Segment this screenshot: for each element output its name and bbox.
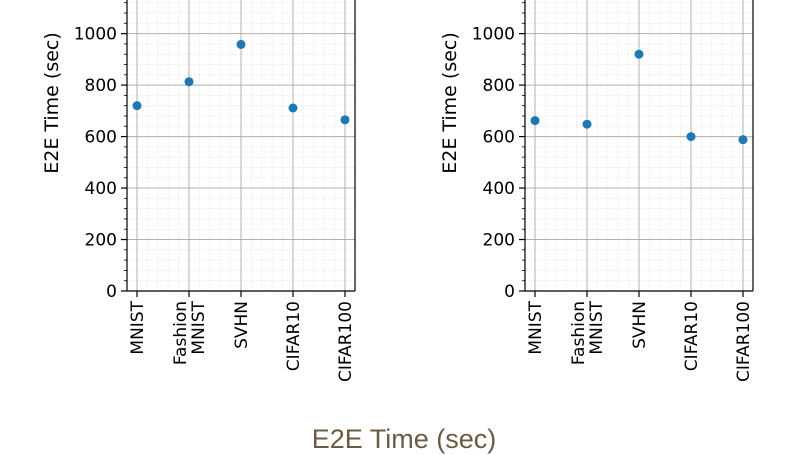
data-point xyxy=(288,103,298,113)
data-point xyxy=(184,77,194,87)
y-tick-label: 400 xyxy=(483,179,515,199)
x-tick-label-line: MNIST xyxy=(526,300,546,354)
x-tick-label-line: MNIST xyxy=(587,300,607,354)
x-tick-label: FashionMNIST xyxy=(171,300,209,365)
x-tick-label: MNIST xyxy=(128,300,148,354)
x-tick-label: CIFAR10 xyxy=(682,301,702,371)
y-tick-label: 0 xyxy=(504,282,515,302)
x-tick-label-line: MNIST xyxy=(128,300,148,354)
data-point xyxy=(582,119,592,129)
x-tick-label-line: CIFAR100 xyxy=(336,301,356,382)
x-tick-label: SVHN xyxy=(630,301,650,349)
y-axis-label: E2E Time (sec) xyxy=(41,32,63,174)
x-tick-label: CIFAR10 xyxy=(284,301,304,371)
x-tick-label-line: SVHN xyxy=(232,301,252,349)
y-tick-label: 200 xyxy=(85,231,117,251)
figure-caption: E2E Time (sec) xyxy=(311,424,497,454)
y-tick-label: 800 xyxy=(483,76,515,96)
y-tick-label: 600 xyxy=(85,128,117,148)
data-point xyxy=(738,135,748,145)
x-tick-label: CIFAR100 xyxy=(336,301,356,382)
x-tick-label: MNIST xyxy=(526,300,546,354)
y-tick-label: 400 xyxy=(85,179,117,199)
y-tick-label: 600 xyxy=(483,128,515,148)
y-tick-label: 0 xyxy=(106,282,117,302)
data-point xyxy=(634,49,644,59)
y-tick-label: 200 xyxy=(483,231,515,251)
data-point xyxy=(530,116,540,126)
x-tick-label: SVHN xyxy=(232,301,252,349)
y-axis-label: E2E Time (sec) xyxy=(439,32,461,174)
x-tick-label: CIFAR100 xyxy=(734,301,754,382)
data-point xyxy=(686,132,696,142)
y-tick-label: 800 xyxy=(85,76,117,96)
y-tick-label: 1000 xyxy=(472,25,515,45)
data-point xyxy=(340,115,350,125)
data-point xyxy=(132,101,142,111)
x-tick-label-line: CIFAR10 xyxy=(284,301,304,371)
x-tick-label-line: CIFAR10 xyxy=(682,301,702,371)
x-tick-label-line: Fashion xyxy=(171,301,191,365)
data-point xyxy=(236,39,246,49)
x-tick-label-line: SVHN xyxy=(630,301,650,349)
x-tick-label-line: MNIST xyxy=(189,300,209,354)
x-tick-label-line: Fashion xyxy=(569,301,589,365)
x-tick-label-line: CIFAR100 xyxy=(734,301,754,382)
x-tick-label: FashionMNIST xyxy=(569,300,607,365)
y-tick-label: 1000 xyxy=(74,25,117,45)
